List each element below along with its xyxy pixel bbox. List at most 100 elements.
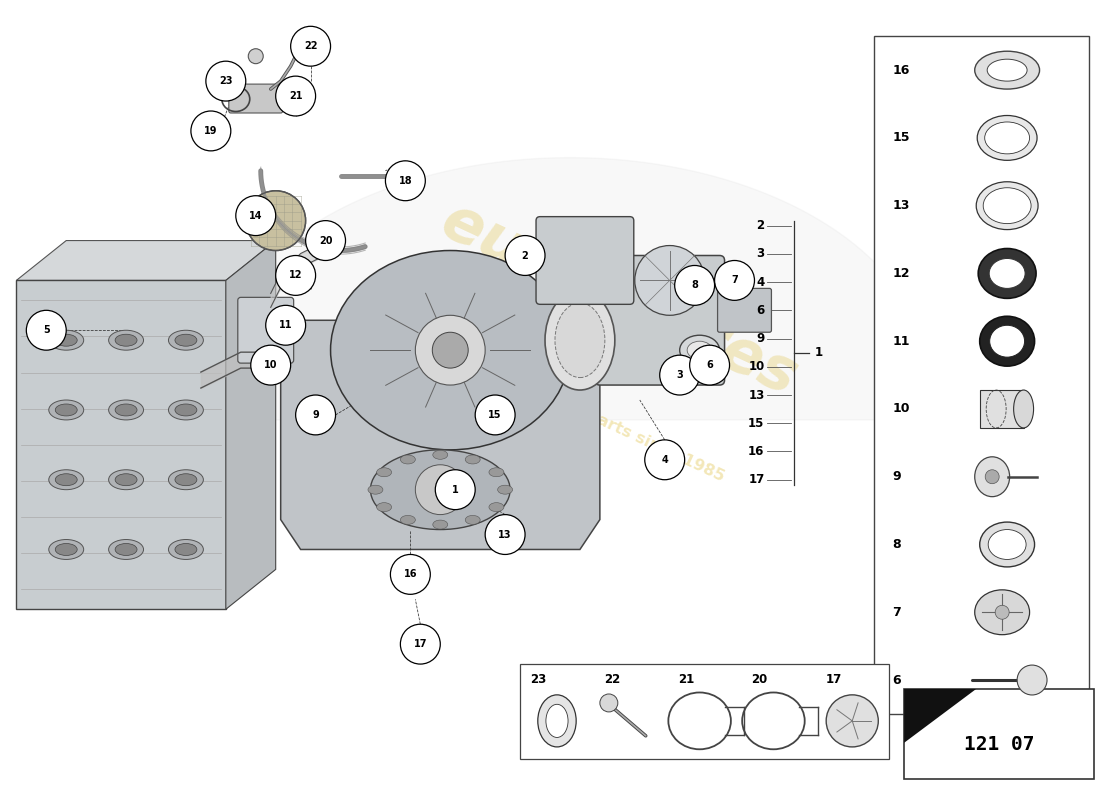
Text: 16: 16 — [892, 64, 910, 77]
Circle shape — [986, 470, 999, 484]
Circle shape — [206, 61, 245, 101]
Ellipse shape — [546, 704, 568, 738]
Polygon shape — [16, 241, 276, 281]
Ellipse shape — [988, 530, 1026, 559]
Ellipse shape — [368, 486, 383, 494]
Ellipse shape — [376, 468, 392, 477]
FancyBboxPatch shape — [229, 84, 283, 113]
Ellipse shape — [109, 330, 143, 350]
Ellipse shape — [168, 330, 204, 350]
Ellipse shape — [55, 474, 77, 486]
Circle shape — [674, 266, 715, 306]
FancyBboxPatch shape — [595, 255, 725, 385]
FancyBboxPatch shape — [536, 217, 634, 304]
Ellipse shape — [980, 522, 1035, 567]
Circle shape — [191, 111, 231, 151]
Ellipse shape — [55, 543, 77, 555]
Text: 11: 11 — [892, 334, 910, 348]
Circle shape — [26, 310, 66, 350]
Text: 23: 23 — [530, 673, 547, 686]
Text: 12: 12 — [892, 267, 910, 280]
Text: 13: 13 — [748, 389, 764, 402]
Ellipse shape — [116, 404, 138, 416]
Ellipse shape — [48, 539, 84, 559]
Ellipse shape — [116, 334, 138, 346]
Circle shape — [505, 235, 544, 275]
Text: 5: 5 — [43, 326, 50, 335]
Ellipse shape — [976, 182, 1038, 230]
Text: 11: 11 — [279, 320, 293, 330]
Circle shape — [251, 345, 290, 385]
FancyBboxPatch shape — [980, 390, 1024, 428]
Ellipse shape — [990, 326, 1024, 357]
Circle shape — [635, 246, 705, 315]
Circle shape — [306, 221, 345, 261]
Circle shape — [485, 514, 525, 554]
Ellipse shape — [680, 335, 719, 365]
Text: 4: 4 — [661, 454, 668, 465]
Circle shape — [245, 190, 306, 250]
Text: eurospares: eurospares — [432, 192, 807, 409]
Text: 17: 17 — [825, 673, 842, 686]
FancyBboxPatch shape — [520, 664, 889, 758]
Ellipse shape — [984, 122, 1030, 154]
Circle shape — [416, 315, 485, 385]
Circle shape — [996, 606, 1009, 619]
Circle shape — [475, 395, 515, 435]
Ellipse shape — [688, 342, 712, 359]
Text: 3: 3 — [757, 247, 764, 260]
Text: 2: 2 — [521, 250, 528, 261]
Text: 14: 14 — [249, 210, 263, 221]
Ellipse shape — [1013, 390, 1034, 428]
Ellipse shape — [556, 303, 605, 378]
Ellipse shape — [538, 695, 576, 747]
Text: 7: 7 — [892, 606, 901, 618]
Text: 16: 16 — [748, 445, 764, 458]
FancyBboxPatch shape — [874, 36, 1089, 714]
Text: 2: 2 — [757, 219, 764, 232]
Ellipse shape — [980, 316, 1035, 366]
Text: 4: 4 — [756, 275, 764, 289]
Ellipse shape — [977, 115, 1037, 160]
Text: 6: 6 — [892, 674, 901, 686]
Polygon shape — [226, 241, 276, 610]
Ellipse shape — [48, 400, 84, 420]
Ellipse shape — [168, 470, 204, 490]
Circle shape — [235, 196, 276, 235]
Circle shape — [296, 395, 336, 435]
Ellipse shape — [116, 474, 138, 486]
Ellipse shape — [55, 334, 77, 346]
Ellipse shape — [400, 455, 416, 464]
Circle shape — [276, 76, 316, 116]
Ellipse shape — [55, 404, 77, 416]
FancyBboxPatch shape — [16, 281, 226, 610]
Ellipse shape — [465, 515, 481, 524]
Text: 12: 12 — [289, 270, 302, 281]
Ellipse shape — [978, 249, 1036, 298]
Text: 17: 17 — [748, 474, 764, 486]
Text: 19: 19 — [205, 126, 218, 136]
Circle shape — [400, 624, 440, 664]
Ellipse shape — [371, 450, 510, 530]
Ellipse shape — [544, 290, 615, 390]
Circle shape — [715, 261, 755, 300]
Text: 7: 7 — [732, 275, 738, 286]
Text: 9: 9 — [312, 410, 319, 420]
Ellipse shape — [826, 695, 878, 747]
FancyBboxPatch shape — [238, 298, 294, 363]
Ellipse shape — [376, 502, 392, 512]
Text: 21: 21 — [678, 673, 694, 686]
Polygon shape — [280, 320, 600, 550]
Text: 18: 18 — [398, 176, 412, 186]
Text: 13: 13 — [498, 530, 512, 539]
Text: 10: 10 — [264, 360, 277, 370]
Text: 10: 10 — [748, 360, 764, 374]
Text: 16: 16 — [404, 570, 417, 579]
Ellipse shape — [432, 450, 448, 459]
Circle shape — [660, 355, 700, 395]
Circle shape — [645, 440, 684, 480]
Circle shape — [390, 554, 430, 594]
Ellipse shape — [109, 400, 143, 420]
Ellipse shape — [989, 258, 1025, 288]
Ellipse shape — [249, 49, 263, 64]
